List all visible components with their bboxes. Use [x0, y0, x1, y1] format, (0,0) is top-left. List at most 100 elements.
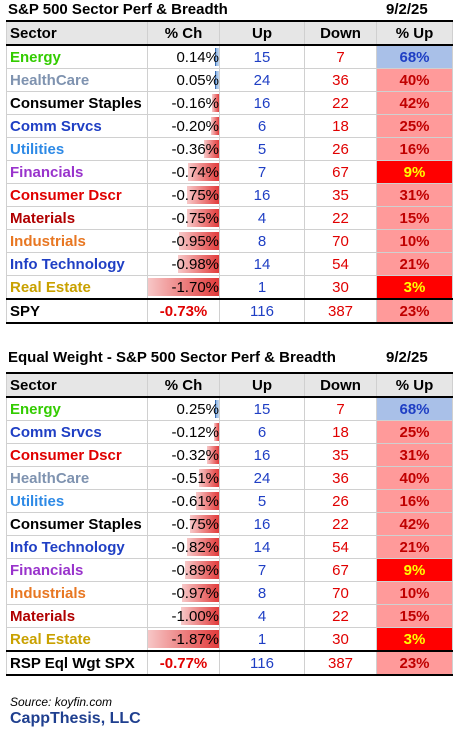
sector-row: Comm Srvcs -0.20% 6 18 25%	[6, 114, 453, 138]
up-count: 15	[219, 396, 305, 421]
sector-row: Industrials -0.97% 8 70 10%	[6, 581, 453, 605]
total-pct-up: 23%	[376, 298, 453, 324]
pct-change-cell: -0.20%	[147, 114, 220, 138]
pct-change-cell: -0.75%	[147, 183, 220, 207]
total-name: SPY	[6, 298, 148, 324]
up-count: 7	[219, 558, 305, 582]
pct-change-cell: -0.74%	[147, 160, 220, 184]
pct-change-cell: -0.36%	[147, 137, 220, 161]
pct-change: -0.95%	[171, 232, 219, 250]
pct-up: 3%	[376, 627, 453, 652]
pct-change-bar	[203, 140, 219, 158]
total-row: SPY -0.73% 116 387 23%	[6, 298, 453, 324]
pct-change: -0.51%	[171, 469, 219, 487]
down-count: 36	[304, 466, 377, 490]
total-row: RSP Eql Wgt SPX -0.77% 116 387 23%	[6, 650, 453, 676]
down-count: 67	[304, 160, 377, 184]
pct-change-bar	[187, 209, 219, 227]
down-count: 7	[304, 44, 377, 69]
down-count: 18	[304, 114, 377, 138]
pct-change-cell: -0.61%	[147, 489, 220, 513]
pct-up: 16%	[376, 137, 453, 161]
sector-name: Consumer Staples	[6, 512, 148, 536]
pct-change: -1.00%	[171, 607, 219, 625]
pct-change-cell: -0.16%	[147, 91, 220, 115]
pct-change-bar	[212, 94, 219, 112]
table2-date: 9/2/25	[386, 349, 428, 366]
down-count: 26	[304, 489, 377, 513]
pct-change: -0.75%	[171, 186, 219, 204]
pct-change: -0.36%	[171, 140, 219, 158]
pct-up: 68%	[376, 44, 453, 69]
up-count: 6	[219, 420, 305, 444]
pct-change-bar	[214, 423, 219, 441]
total-up: 116	[219, 650, 305, 676]
pct-change-bar	[199, 469, 219, 487]
pct-change-bar	[181, 584, 219, 602]
pct-change-bar	[190, 515, 219, 533]
sector-row: Financials -0.89% 7 67 9%	[6, 558, 453, 582]
total-down: 387	[304, 650, 377, 676]
pct-change: 0.14%	[176, 48, 219, 66]
sector-row: Info Technology -0.98% 14 54 21%	[6, 252, 453, 276]
up-count: 6	[219, 114, 305, 138]
down-count: 30	[304, 275, 377, 300]
sector-row: Utilities -0.61% 5 26 16%	[6, 489, 453, 513]
sector-name: HealthCare	[6, 466, 148, 490]
pct-change-bar	[215, 48, 219, 66]
pct-change: 0.05%	[176, 71, 219, 89]
up-count: 8	[219, 581, 305, 605]
pct-change-bar	[206, 446, 219, 464]
pct-change-cell: -1.87%	[147, 627, 220, 652]
pct-up: 9%	[376, 558, 453, 582]
down-count: 7	[304, 396, 377, 421]
pct-up: 9%	[376, 160, 453, 184]
sector-row: Materials -0.75% 4 22 15%	[6, 206, 453, 230]
sector-row: Industrials -0.95% 8 70 10%	[6, 229, 453, 253]
pct-change: -0.97%	[171, 584, 219, 602]
sector-name: Financials	[6, 160, 148, 184]
pct-change: -0.74%	[171, 163, 219, 181]
down-count: 70	[304, 229, 377, 253]
pct-up: 31%	[376, 443, 453, 467]
total-pct-change: -0.77%	[147, 650, 220, 676]
pct-change: -0.75%	[171, 209, 219, 227]
pct-up: 31%	[376, 183, 453, 207]
total-pct-change: -0.73%	[147, 298, 220, 324]
pct-change-bar	[187, 163, 219, 181]
header-up: Up	[219, 372, 305, 398]
pct-up: 15%	[376, 206, 453, 230]
sector-row: Energy 0.25% 15 7 68%	[6, 396, 453, 421]
down-count: 70	[304, 581, 377, 605]
pct-change-cell: 0.05%	[147, 68, 220, 92]
brand-name: CappThesis, LLC	[10, 710, 141, 727]
header-ch: % Ch	[147, 372, 220, 398]
table2-body: Sector% Ch Up Down% Up Energy 0.25% 15 7 68% Com…	[6, 372, 453, 676]
header-sector: Sector	[6, 372, 148, 398]
header-up: Up	[219, 20, 305, 46]
pct-change: -0.82%	[171, 538, 219, 556]
up-count: 5	[219, 489, 305, 513]
pct-change-cell: -0.75%	[147, 206, 220, 230]
table2: Sector% Ch Up Down% Up Energy 0.25% 15 7 68% Com…	[6, 372, 453, 676]
down-count: 26	[304, 137, 377, 161]
pct-change: -0.98%	[171, 255, 219, 273]
sector-name: Consumer Dscr	[6, 183, 148, 207]
pct-up: 10%	[376, 581, 453, 605]
down-count: 54	[304, 252, 377, 276]
pct-change-cell: -0.95%	[147, 229, 220, 253]
pct-change-bar	[187, 186, 219, 204]
pct-up: 10%	[376, 229, 453, 253]
sector-row: Real Estate -1.70% 1 30 3%	[6, 275, 453, 300]
pct-change-bar	[195, 492, 219, 510]
header-down: Down	[304, 20, 377, 46]
up-count: 1	[219, 627, 305, 652]
down-count: 22	[304, 206, 377, 230]
pct-change-bar	[180, 607, 219, 625]
sector-name: Materials	[6, 604, 148, 628]
pct-change: 0.25%	[176, 400, 219, 418]
down-count: 54	[304, 535, 377, 559]
sector-row: Energy 0.14% 15 7 68%	[6, 44, 453, 69]
sector-name: Comm Srvcs	[6, 114, 148, 138]
pct-change: -0.12%	[171, 423, 219, 441]
